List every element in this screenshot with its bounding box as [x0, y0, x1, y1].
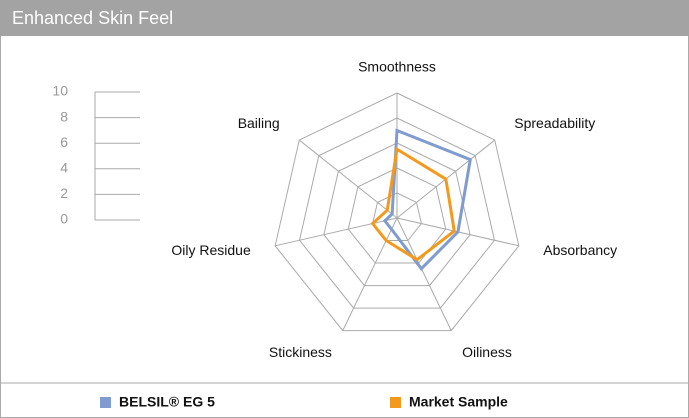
legend-swatch — [390, 397, 401, 408]
grid-ring — [323, 142, 471, 287]
y-tick-label: 2 — [60, 185, 68, 201]
grid-ring — [274, 92, 520, 332]
y-tick-label: 6 — [60, 134, 68, 150]
grid-ring — [372, 192, 422, 242]
category-label: Spreadability — [514, 115, 595, 131]
series-line — [382, 128, 472, 271]
category-label: Bailing — [238, 115, 280, 131]
spoke — [342, 217, 398, 331]
legend-swatch — [100, 397, 111, 408]
y-tick-label: 10 — [52, 83, 68, 99]
header — [0, 0, 689, 36]
legend-label: Market Sample — [409, 394, 508, 410]
legend-label: BELSIL® EG 5 — [119, 394, 215, 410]
category-label: Smoothness — [358, 59, 436, 75]
spoke — [298, 139, 398, 219]
y-tick-label: 8 — [60, 108, 68, 124]
y-tick-label: 0 — [60, 211, 68, 227]
spoke — [396, 217, 452, 331]
grid-ring — [347, 167, 447, 264]
category-label: Absorbancy — [543, 242, 617, 258]
category-label: Stickiness — [269, 344, 332, 360]
spoke — [275, 217, 398, 247]
category-label: Oily Residue — [171, 242, 251, 258]
series-line — [370, 146, 456, 262]
category-label: Oiliness — [462, 344, 512, 360]
y-tick-label: 4 — [60, 160, 68, 176]
grid-ring — [298, 117, 496, 309]
chart-title: Enhanced Skin Feel — [12, 8, 173, 28]
